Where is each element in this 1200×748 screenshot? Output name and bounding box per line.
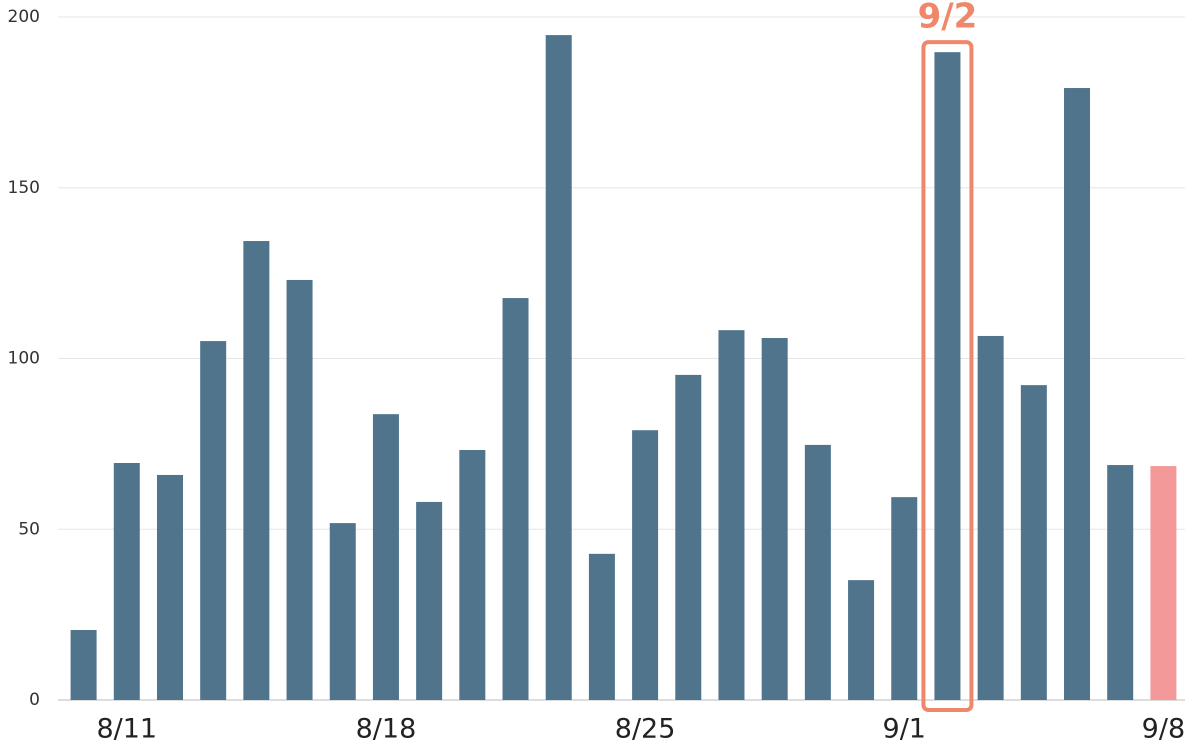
highlight-label: 9/2: [918, 0, 978, 37]
bar: [1064, 88, 1091, 701]
y-tick-label: 50: [18, 519, 40, 539]
x-tick-label: 9/8: [1142, 714, 1185, 745]
bar: [718, 330, 745, 700]
x-tick-label: 9/1: [883, 714, 926, 745]
bar: [459, 450, 486, 700]
y-tick-label: 150: [8, 178, 40, 198]
bar: [113, 462, 140, 700]
bar: [286, 279, 313, 700]
bar: [200, 341, 227, 700]
bar: [632, 430, 659, 700]
bar: [675, 374, 702, 700]
bar: [804, 444, 831, 700]
bar: [761, 338, 788, 700]
bar: [848, 580, 875, 700]
bar: [1020, 385, 1047, 700]
bar: [156, 474, 183, 700]
bar: [372, 414, 399, 700]
y-tick-label: 0: [29, 690, 40, 710]
y-tick-label: 100: [8, 349, 40, 369]
bar: [1150, 466, 1177, 700]
bar: [329, 523, 356, 700]
bar: [588, 553, 615, 700]
bar: [416, 501, 443, 700]
bar: [1107, 465, 1134, 700]
bar: [934, 52, 961, 700]
highlight-box: [921, 40, 974, 712]
bar: [243, 241, 270, 701]
bar: [977, 335, 1004, 700]
x-tick-label: 8/11: [96, 714, 157, 745]
x-tick-label: 8/18: [356, 714, 417, 745]
x-tick-label: 8/25: [615, 714, 676, 745]
bar: [502, 298, 529, 700]
bar: [891, 497, 918, 700]
y-tick-label: 200: [8, 7, 40, 27]
bar: [545, 35, 572, 701]
bar: [70, 629, 97, 700]
